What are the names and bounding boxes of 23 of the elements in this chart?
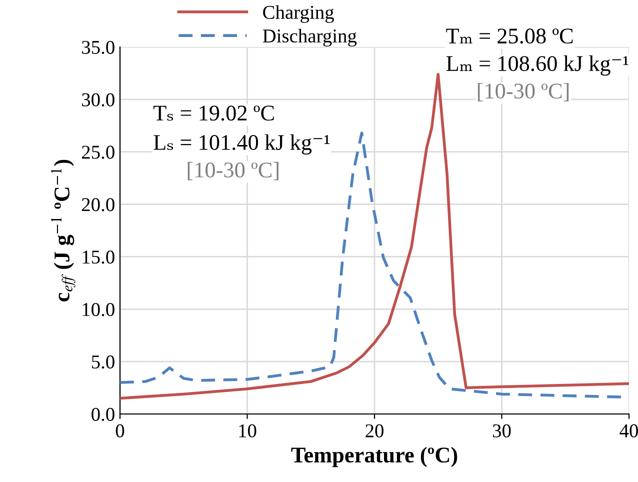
y-axis-title: c$_{eff}$ (J g$^{−1}$ ºC$^{−1}$) (50, 160, 76, 302)
y-tick-label: 20.0 (82, 198, 114, 212)
text: Tₘ = 25.08 ºC (446, 28, 573, 44)
y-tick-label: 35.0 (82, 40, 114, 54)
x-tick-label: 20 (366, 424, 384, 438)
y-tick-label: 30.0 (82, 93, 114, 106)
legend-label: Charging (263, 5, 334, 23)
x-tick-label: 40 (620, 424, 638, 438)
annotation: [10-30 ºC] (478, 82, 569, 102)
x-tick-label: 30 (492, 424, 511, 438)
y-tick-label: 5.0 (92, 355, 114, 369)
x-tick-label: 0 (116, 424, 124, 438)
x-tick-label: 10 (239, 424, 256, 438)
y-tick-label: 15.0 (82, 250, 114, 264)
y-tick-label: 0.0 (92, 408, 114, 422)
y-tick-label: 25.0 (82, 146, 114, 159)
legend-label: Discharging (262, 28, 357, 47)
x-axis-title: Temperature (ºC) (291, 446, 458, 468)
annotation: Lₛ = 101.40 kJ kg⁻¹ (154, 134, 330, 155)
y-tick-label: 10.0 (82, 302, 114, 316)
annotation: Lₘ = 108.60 kJ kg⁻¹ (446, 55, 628, 76)
annotation: [10-30 ºC] (188, 162, 278, 180)
annotation: Tₛ = 19.02 ºC (153, 106, 274, 121)
